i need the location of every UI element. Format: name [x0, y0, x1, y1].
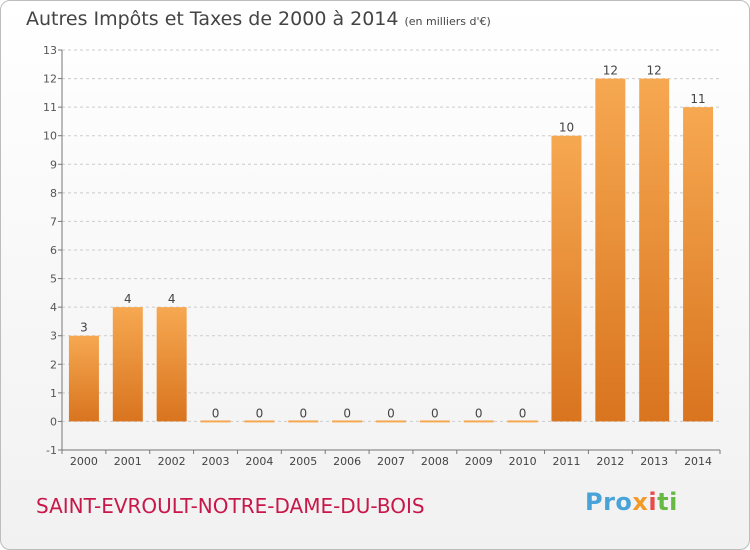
- bar: [551, 135, 582, 422]
- bar: [288, 420, 319, 423]
- data-label: 0: [299, 406, 307, 420]
- bar: [595, 78, 626, 422]
- bar: [332, 420, 363, 423]
- data-label: 11: [690, 92, 705, 106]
- chart-title-text: Autres Impôts et Taxes de 2000 à 2014: [26, 8, 399, 30]
- y-tick-label: 2: [50, 358, 57, 371]
- data-label: 0: [475, 406, 483, 420]
- y-tick-label: 8: [50, 187, 57, 200]
- y-tick-label: 0: [50, 415, 57, 428]
- bar: [244, 420, 275, 423]
- y-tick-label: 6: [50, 244, 57, 257]
- data-label: 0: [212, 406, 220, 420]
- bar: [112, 307, 143, 422]
- data-label: 4: [168, 292, 176, 306]
- x-tick-label: 2001: [114, 455, 142, 468]
- y-tick-label: 4: [50, 301, 57, 314]
- proxiti-logo: Proxiti: [585, 488, 678, 516]
- data-labels: 3 4 4 0 0 0 0 0 0 0 0 10 12 12 11: [80, 64, 706, 421]
- x-tick-label: 2013: [640, 455, 668, 468]
- x-tick-label: 2007: [377, 455, 405, 468]
- bar: [683, 107, 714, 422]
- chart-title: Autres Impôts et Taxes de 2000 à 2014 (en…: [26, 8, 491, 30]
- bar: [68, 335, 99, 422]
- bar: [639, 78, 670, 422]
- bar: [419, 420, 450, 423]
- x-tick-label: 2003: [202, 455, 230, 468]
- logo-part: Pro: [585, 488, 633, 516]
- logo-part: i: [648, 488, 658, 516]
- x-tick-label: 2014: [684, 455, 712, 468]
- bar: [463, 420, 494, 423]
- logo-part: ti: [657, 488, 678, 516]
- y-tick-label: 3: [50, 330, 57, 343]
- bar: [507, 420, 538, 423]
- x-tick-label: 2004: [245, 455, 273, 468]
- data-label: 12: [647, 64, 662, 78]
- y-tick-label: 1: [50, 387, 57, 400]
- y-tick-label: -1: [46, 444, 57, 457]
- x-tick-label: 2002: [158, 455, 186, 468]
- y-tick-label: 13: [43, 44, 57, 57]
- x-tick-label: 2000: [70, 455, 98, 468]
- data-label: 0: [387, 406, 395, 420]
- bars: [68, 78, 714, 423]
- y-tick-label: 5: [50, 273, 57, 286]
- y-tick-label: 7: [50, 215, 57, 228]
- bar: [156, 307, 187, 422]
- data-label: 12: [603, 64, 618, 78]
- y-tick-label: 11: [43, 101, 57, 114]
- y-tick-label: 9: [50, 158, 57, 171]
- chart-unit: (en milliers d'€): [404, 15, 491, 28]
- data-label: 0: [431, 406, 439, 420]
- x-tick-label: 2010: [509, 455, 537, 468]
- y-tick-label: 12: [43, 73, 57, 86]
- x-tick-label: 2008: [421, 455, 449, 468]
- data-label: 0: [519, 406, 527, 420]
- x-tick-label: 2011: [552, 455, 580, 468]
- data-label: 4: [124, 292, 132, 306]
- y-tick-label: 10: [43, 130, 57, 143]
- commune-name: SAINT-EVROULT-NOTRE-DAME-DU-BOIS: [36, 494, 425, 518]
- x-tick-label: 2009: [465, 455, 493, 468]
- data-label: 3: [80, 321, 88, 335]
- bar: [200, 420, 231, 423]
- data-label: 10: [559, 121, 574, 135]
- bar: [376, 420, 406, 423]
- data-label: 0: [256, 406, 264, 420]
- data-label: 0: [343, 406, 351, 420]
- x-tick-label: 2012: [596, 455, 624, 468]
- x-tick-label: 2005: [289, 455, 317, 468]
- x-tick-label: 2006: [333, 455, 361, 468]
- logo-part: x: [632, 488, 649, 516]
